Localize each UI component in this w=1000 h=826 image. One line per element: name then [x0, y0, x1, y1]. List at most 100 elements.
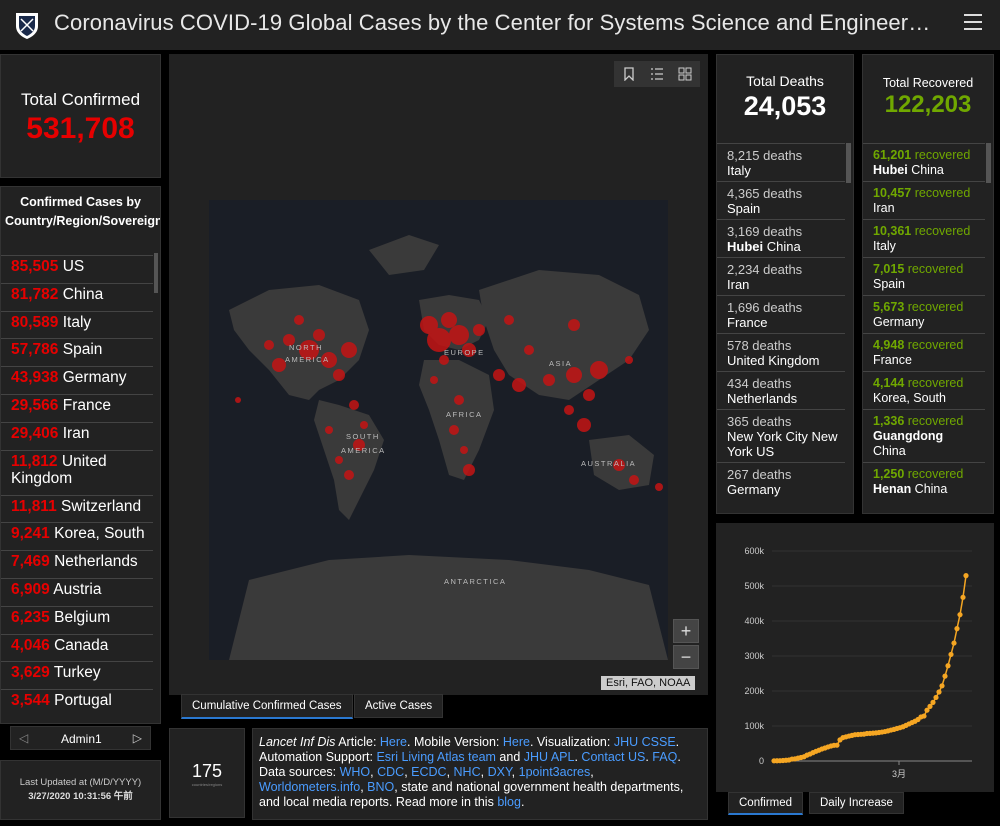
recovered-row[interactable]: 7,015 recovered Spain [863, 257, 985, 295]
data-point[interactable] [939, 683, 945, 689]
country-row[interactable]: 6,235 Belgium [1, 605, 153, 634]
tab-cumulative-confirmed[interactable]: Cumulative Confirmed Cases [181, 694, 353, 719]
recovered-count: 1,336 [873, 414, 905, 428]
recovered-region: Hubei [873, 163, 908, 177]
deaths-row[interactable]: 578 deaths United Kingdom [717, 333, 845, 371]
recovered-row[interactable]: 1,336 recovered Guangdong China [863, 409, 985, 462]
link-mobile[interactable]: Here [502, 735, 530, 749]
nav-prev-icon[interactable]: ◁ [19, 731, 29, 745]
link-bno[interactable]: BNO [367, 780, 395, 794]
recovered-row[interactable]: 5,673 recovered Germany [863, 295, 985, 333]
deaths-row[interactable]: 434 deaths Netherlands [717, 371, 845, 409]
deaths-row[interactable]: 2,234 deaths Iran [717, 257, 845, 295]
country-name: Belgium [54, 608, 111, 626]
data-point[interactable] [930, 699, 936, 705]
link-faq[interactable]: FAQ [652, 750, 678, 764]
deaths-row[interactable]: 4,365 deaths Spain [717, 181, 845, 219]
country-name: Spain [62, 341, 103, 359]
country-row[interactable]: 11,811 Switzerland [1, 494, 153, 523]
data-point[interactable] [957, 612, 963, 618]
zoom-in-button[interactable]: + [673, 619, 699, 643]
map-label-america-north: AMERICA [285, 355, 330, 364]
data-point[interactable] [921, 713, 927, 719]
data-point[interactable] [927, 703, 933, 709]
recovered-row[interactable]: 4,144 recovered Korea, South [863, 371, 985, 409]
recovered-scrollbar[interactable] [986, 143, 991, 183]
link-jhu-csse[interactable]: JHU CSSE [613, 735, 676, 749]
world-map-svg: NORTH AMERICA EUROPE ASIA AFRICA SOUTH A… [229, 235, 668, 660]
data-point[interactable] [954, 626, 960, 632]
data-point[interactable] [924, 707, 930, 713]
country-row[interactable]: 3,629 Turkey [1, 661, 153, 689]
hamburger-menu-icon[interactable] [964, 14, 982, 32]
country-row[interactable]: 80,589 Italy [1, 310, 153, 339]
country-row[interactable]: 29,566 France [1, 393, 153, 422]
tab-daily-increase[interactable]: Daily Increase [809, 792, 904, 814]
country-row[interactable]: 7,469 Netherlands [1, 550, 153, 578]
tab-confirmed[interactable]: Confirmed [728, 792, 804, 815]
data-point[interactable] [948, 651, 954, 658]
link-1point3acres[interactable]: 1point3acres [518, 765, 591, 779]
country-row[interactable]: 9,241 Korea, South [1, 522, 153, 550]
link-ecdc[interactable]: ECDC [411, 765, 447, 779]
data-point[interactable] [834, 742, 840, 748]
deaths-count: 8,215 deaths [727, 148, 803, 163]
world-map[interactable]: NORTH AMERICA EUROPE ASIA AFRICA SOUTH A… [209, 200, 668, 660]
info-text: . [574, 750, 582, 764]
data-point[interactable] [945, 663, 951, 669]
legend-list-icon[interactable] [650, 67, 664, 81]
link-nhc[interactable]: NHC [453, 765, 481, 779]
data-point[interactable] [933, 694, 939, 701]
total-recovered-panel: Total Recovered 122,203 61,201 recovered… [862, 54, 994, 514]
link-cdc[interactable]: CDC [377, 765, 405, 779]
link-who[interactable]: WHO [339, 765, 371, 779]
data-point[interactable] [936, 689, 942, 695]
y-tick-label: 0 [759, 756, 764, 766]
country-row[interactable]: 57,786 Spain [1, 338, 153, 366]
country-row[interactable]: 3,544 Portugal [1, 689, 153, 717]
link-contact[interactable]: Contact US [581, 750, 646, 764]
link-worldometers[interactable]: Worldometers.info [259, 780, 361, 794]
lancet-label: Lancet Inf Dis [259, 735, 336, 749]
recovered-row[interactable]: 10,361 recovered Italy [863, 219, 985, 257]
info-text: . Data sources: [259, 750, 681, 779]
deaths-row[interactable]: 8,215 deaths Italy [717, 143, 845, 181]
recovered-row[interactable]: 10,457 recovered Iran [863, 181, 985, 219]
y-tick-label: 400k [744, 616, 764, 626]
country-row[interactable]: 6,909 Austria [1, 577, 153, 606]
tab-active-cases[interactable]: Active Cases [354, 694, 444, 718]
deaths-row[interactable]: 1,696 deaths France [717, 295, 845, 333]
link-jhu-apl[interactable]: JHU APL [523, 750, 575, 764]
data-point[interactable] [963, 573, 969, 579]
deaths-scrollbar[interactable] [846, 143, 851, 183]
bookmark-icon[interactable] [622, 67, 636, 81]
map-label-africa: AFRICA [446, 410, 483, 419]
country-row[interactable]: 11,812 United Kingdom [1, 449, 153, 495]
total-deaths-value: 24,053 [743, 91, 827, 121]
country-row[interactable]: 4,046 Canada [1, 633, 153, 662]
deaths-row[interactable]: 267 deaths Germany [717, 462, 845, 500]
country-row[interactable]: 81,782 China [1, 282, 153, 311]
country-name: United Kingdom [11, 452, 107, 487]
link-blog[interactable]: blog [497, 795, 521, 809]
country-row[interactable]: 85,505 US [1, 255, 153, 283]
recovered-word: recovered [904, 338, 964, 352]
zoom-out-button[interactable]: − [673, 645, 699, 669]
country-row[interactable]: 43,938 Germany [1, 366, 153, 394]
country-name: Netherlands [54, 553, 138, 571]
country-row[interactable]: 29,406 Iran [1, 421, 153, 450]
link-article[interactable]: Here [379, 735, 407, 749]
deaths-row[interactable]: 365 deaths New York City New York US [717, 409, 845, 462]
link-esri[interactable]: Esri Living Atlas team [376, 750, 496, 764]
link-dxy[interactable]: DXY [487, 765, 512, 779]
basemap-gallery-icon[interactable] [678, 67, 692, 81]
recovered-row[interactable]: 61,201 recovered Hubei China [863, 143, 985, 181]
country-list-scrollbar[interactable] [154, 253, 158, 293]
nav-next-icon[interactable]: ▷ [132, 731, 142, 745]
data-point[interactable] [960, 594, 966, 600]
recovered-row[interactable]: 4,948 recovered France [863, 333, 985, 371]
recovered-row[interactable]: 1,250 recovered Henan China [863, 462, 985, 500]
deaths-row[interactable]: 3,169 deaths Hubei China [717, 219, 845, 257]
data-point[interactable] [942, 673, 948, 679]
data-point[interactable] [951, 640, 957, 646]
